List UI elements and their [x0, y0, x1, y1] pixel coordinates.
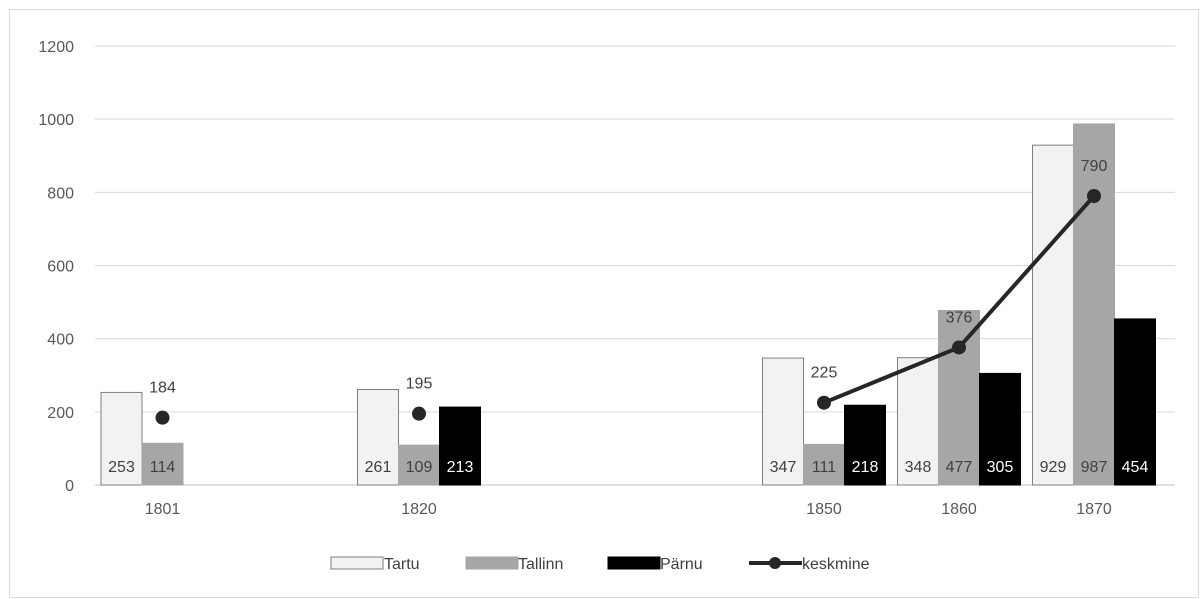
bars: 253 114 261 109 213 347 111 218 348 477 305 929 987 4…	[100, 123, 1156, 486]
bar-data-label: 109	[406, 459, 433, 476]
bar	[1073, 123, 1115, 486]
bar-data-label: 929	[1040, 459, 1067, 476]
average-point	[952, 340, 966, 355]
legend-label: keskmine	[802, 556, 870, 573]
bar	[897, 357, 939, 486]
bar-data-label: 454	[1122, 459, 1149, 476]
y-tick-label: 800	[47, 185, 74, 202]
average-point	[1087, 188, 1101, 203]
average-point	[817, 395, 831, 410]
average-data-label: 376	[946, 309, 973, 326]
legend-marker	[769, 557, 781, 569]
x-tick-label: 1801	[145, 501, 181, 518]
legend: Tartu Tallinn Pärnu keskmine	[330, 556, 870, 573]
bar	[439, 406, 481, 486]
legend-swatch	[607, 556, 661, 570]
bar-data-label: 305	[987, 459, 1014, 476]
bar-data-label: 987	[1081, 459, 1108, 476]
bar	[100, 391, 143, 486]
bar	[979, 372, 1021, 486]
bar-data-label: 111	[812, 459, 836, 476]
x-tick-label: 1860	[941, 501, 977, 518]
average-data-label: 790	[1081, 158, 1108, 175]
average-data-label: 225	[811, 365, 838, 382]
average-line: 184 195 225 376 790	[149, 158, 1107, 425]
bar-data-label: 261	[365, 459, 392, 476]
legend-label: Tallinn	[518, 556, 563, 573]
x-tick-label: 1850	[806, 501, 842, 518]
bar	[1032, 144, 1074, 486]
bar-data-label: 348	[905, 459, 932, 476]
legend-swatch	[465, 556, 519, 570]
bar	[762, 357, 804, 486]
y-tick-label: 0	[65, 478, 74, 495]
average-point	[412, 406, 426, 421]
legend-label: Tartu	[384, 556, 420, 573]
bar	[357, 389, 399, 486]
bar-data-label: 218	[852, 459, 879, 476]
bar-data-label: 114	[150, 459, 176, 476]
y-tick-label: 200	[47, 405, 74, 422]
bar	[803, 443, 845, 486]
legend-label: Pärnu	[660, 556, 703, 573]
bar-data-label: 213	[447, 459, 474, 476]
bar	[398, 444, 440, 486]
y-axis: 0 200 400 600 800 1000 1200	[38, 39, 74, 495]
x-axis: 1801 1820 1850 1860 1870	[145, 501, 1112, 518]
average-data-label: 195	[406, 376, 433, 393]
x-tick-label: 1820	[401, 501, 437, 518]
bar-data-label: 347	[770, 459, 797, 476]
bar	[141, 442, 184, 486]
bar	[1114, 318, 1156, 486]
average-data-label: 184	[149, 380, 176, 397]
bar	[844, 404, 886, 486]
bar-data-label: 253	[108, 459, 135, 476]
bar-data-label: 477	[946, 459, 973, 476]
y-tick-label: 400	[47, 332, 74, 349]
chart-frame	[9, 9, 1199, 598]
bar	[938, 309, 980, 486]
legend-swatch	[330, 556, 384, 570]
y-tick-label: 1200	[38, 39, 74, 56]
average-point	[155, 410, 170, 425]
y-tick-label: 1000	[38, 112, 74, 129]
x-tick-label: 1870	[1076, 501, 1112, 518]
y-tick-label: 600	[47, 259, 74, 276]
